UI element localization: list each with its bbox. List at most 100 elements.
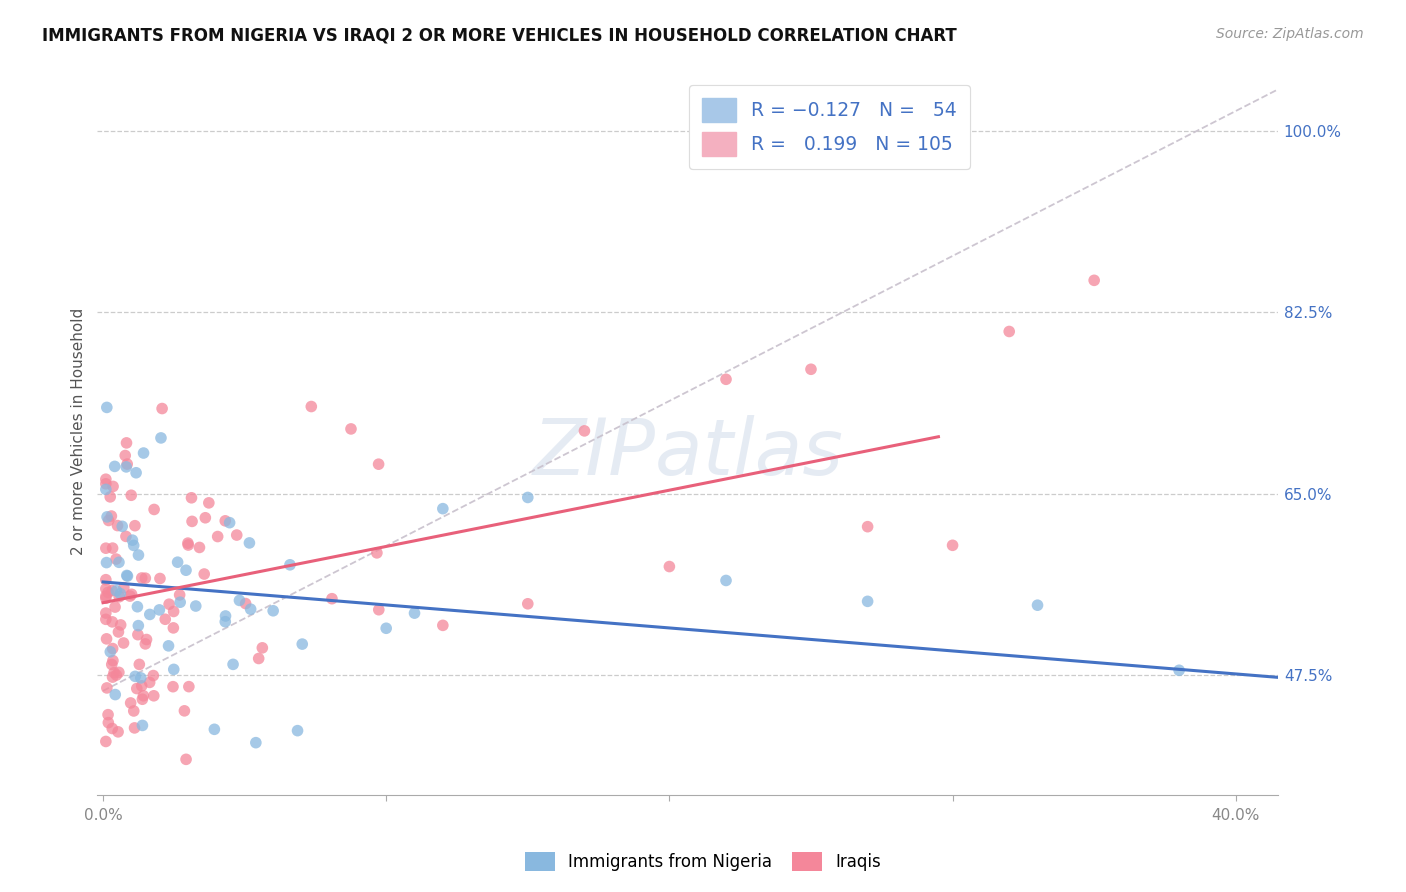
- Point: [856, 519, 879, 533]
- Point: [162, 621, 184, 635]
- Point: [516, 597, 538, 611]
- Point: [94, 734, 117, 748]
- Text: Source: ZipAtlas.com: Source: ZipAtlas.com: [1216, 27, 1364, 41]
- Point: [1168, 663, 1191, 677]
- Point: [143, 502, 166, 516]
- Point: [340, 422, 363, 436]
- Point: [96, 401, 118, 415]
- Point: [115, 436, 138, 450]
- Point: [96, 509, 118, 524]
- Point: [97, 707, 120, 722]
- Point: [177, 680, 200, 694]
- Point: [321, 591, 343, 606]
- Point: [94, 591, 117, 606]
- Point: [111, 519, 134, 533]
- Point: [214, 615, 236, 629]
- Point: [94, 582, 117, 596]
- Point: [105, 583, 128, 598]
- Point: [247, 651, 270, 665]
- Point: [134, 571, 156, 585]
- Point: [235, 597, 257, 611]
- Point: [112, 636, 135, 650]
- Point: [228, 593, 250, 607]
- Legend: Immigrants from Nigeria, Iraqis: Immigrants from Nigeria, Iraqis: [516, 843, 890, 880]
- Point: [162, 680, 184, 694]
- Point: [239, 602, 262, 616]
- Point: [118, 589, 141, 603]
- Point: [97, 513, 120, 527]
- Point: [94, 476, 117, 491]
- Point: [287, 723, 309, 738]
- Point: [101, 479, 124, 493]
- Point: [101, 641, 124, 656]
- Point: [115, 457, 138, 471]
- Point: [131, 571, 153, 585]
- Point: [94, 541, 117, 556]
- Point: [107, 518, 129, 533]
- Point: [105, 668, 128, 682]
- Point: [108, 555, 131, 569]
- Point: [198, 496, 221, 510]
- Point: [278, 558, 301, 572]
- Point: [132, 689, 155, 703]
- Point: [169, 595, 191, 609]
- Point: [131, 679, 153, 693]
- Point: [218, 516, 240, 530]
- Point: [101, 654, 124, 668]
- Point: [127, 618, 149, 632]
- Point: [180, 491, 202, 505]
- Point: [714, 574, 737, 588]
- Text: IMMIGRANTS FROM NIGERIA VS IRAQI 2 OR MORE VEHICLES IN HOUSEHOLD CORRELATION CHA: IMMIGRANTS FROM NIGERIA VS IRAQI 2 OR MO…: [42, 27, 957, 45]
- Point: [214, 514, 236, 528]
- Point: [202, 723, 225, 737]
- Point: [131, 718, 153, 732]
- Point: [177, 536, 200, 550]
- Point: [169, 588, 191, 602]
- Point: [101, 583, 124, 598]
- Point: [174, 563, 197, 577]
- Point: [104, 459, 127, 474]
- Point: [97, 715, 120, 730]
- Point: [193, 567, 215, 582]
- Point: [101, 615, 124, 629]
- Legend: R = −0.127   N =   54, R =   0.199   N = 105: R = −0.127 N = 54, R = 0.199 N = 105: [689, 85, 970, 169]
- Point: [98, 645, 121, 659]
- Point: [129, 671, 152, 685]
- Point: [404, 606, 426, 620]
- Point: [104, 688, 127, 702]
- Point: [131, 692, 153, 706]
- Point: [1026, 598, 1049, 612]
- Point: [125, 466, 148, 480]
- Point: [120, 696, 142, 710]
- Point: [194, 510, 217, 524]
- Point: [101, 670, 124, 684]
- Point: [115, 529, 138, 543]
- Point: [96, 556, 118, 570]
- Point: [149, 572, 172, 586]
- Point: [127, 548, 149, 562]
- Point: [184, 599, 207, 613]
- Point: [115, 568, 138, 582]
- Point: [125, 681, 148, 696]
- Point: [366, 546, 388, 560]
- Point: [105, 552, 128, 566]
- Point: [214, 609, 236, 624]
- Point: [104, 600, 127, 615]
- Point: [714, 372, 737, 386]
- Point: [124, 721, 146, 735]
- Point: [101, 722, 124, 736]
- Point: [142, 689, 165, 703]
- Point: [516, 491, 538, 505]
- Point: [94, 483, 117, 497]
- Point: [94, 612, 117, 626]
- Point: [367, 457, 389, 471]
- Point: [148, 603, 170, 617]
- Point: [162, 604, 184, 618]
- Point: [238, 536, 260, 550]
- Point: [115, 459, 138, 474]
- Point: [127, 628, 149, 642]
- Point: [110, 587, 132, 601]
- Point: [108, 590, 131, 604]
- Point: [174, 752, 197, 766]
- Point: [375, 621, 398, 635]
